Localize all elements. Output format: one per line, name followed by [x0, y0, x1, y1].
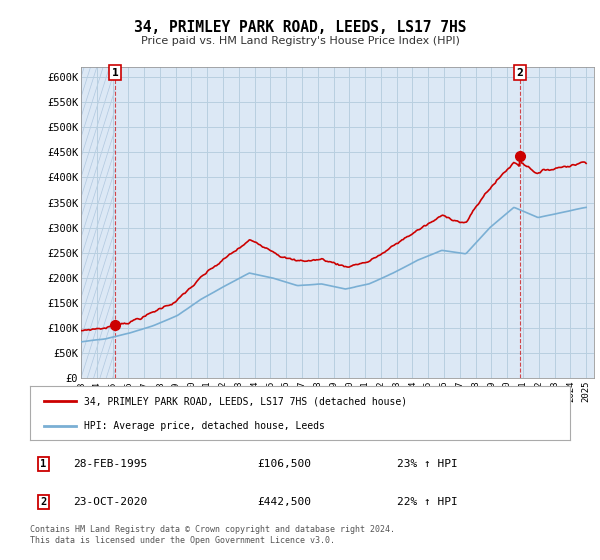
- Text: 34, PRIMLEY PARK ROAD, LEEDS, LS17 7HS (detached house): 34, PRIMLEY PARK ROAD, LEEDS, LS17 7HS (…: [84, 396, 407, 407]
- Text: Contains HM Land Registry data © Crown copyright and database right 2024.
This d: Contains HM Land Registry data © Crown c…: [30, 525, 395, 545]
- Text: £106,500: £106,500: [257, 459, 311, 469]
- Text: HPI: Average price, detached house, Leeds: HPI: Average price, detached house, Leed…: [84, 421, 325, 431]
- Text: 34, PRIMLEY PARK ROAD, LEEDS, LS17 7HS: 34, PRIMLEY PARK ROAD, LEEDS, LS17 7HS: [134, 20, 466, 35]
- Bar: [81, 67, 115, 378]
- Text: 1: 1: [112, 68, 118, 78]
- Text: £442,500: £442,500: [257, 497, 311, 507]
- Text: 28-FEB-1995: 28-FEB-1995: [73, 459, 148, 469]
- Text: 23% ↑ HPI: 23% ↑ HPI: [397, 459, 458, 469]
- Text: Price paid vs. HM Land Registry's House Price Index (HPI): Price paid vs. HM Land Registry's House …: [140, 36, 460, 46]
- Text: 2: 2: [517, 68, 523, 78]
- Text: 22% ↑ HPI: 22% ↑ HPI: [397, 497, 458, 507]
- Text: 2: 2: [40, 497, 47, 507]
- Text: 23-OCT-2020: 23-OCT-2020: [73, 497, 148, 507]
- Text: 1: 1: [40, 459, 47, 469]
